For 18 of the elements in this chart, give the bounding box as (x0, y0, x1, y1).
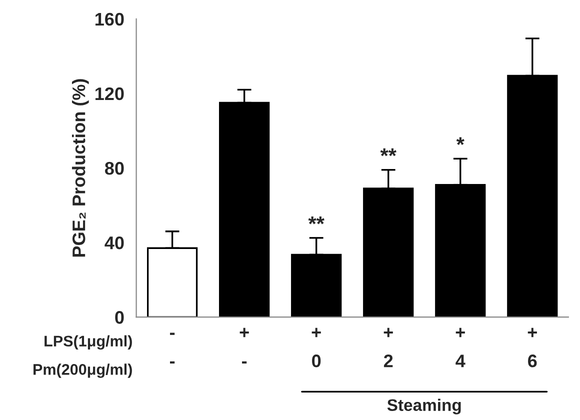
text: Pm(200μg/ml) (34, 364, 132, 378)
y-axis-title: PGE₂ Production (%) (72, 79, 89, 257)
y-tick-label: 80 (104, 162, 124, 175)
x-tick-label: + 6 (528, 328, 537, 368)
y-tick-label: 40 (104, 236, 124, 250)
y-tick-label: 0 (115, 311, 124, 324)
x-tick-label: + 4 (456, 328, 466, 368)
annotation: ** (380, 148, 396, 156)
text: Steaming (387, 398, 461, 414)
category-label: - - (170, 332, 175, 364)
x-tick-label: + 0 (312, 328, 321, 368)
annotation: ** (308, 216, 324, 224)
x-tick-label: + 2 (384, 328, 393, 368)
annotation: * (456, 137, 464, 145)
y-tick-label: 120 (96, 87, 124, 100)
text: LPS(1μg/ml) (44, 335, 132, 350)
category-label: + - (240, 328, 249, 364)
y-tick-label: 160 (96, 12, 124, 26)
